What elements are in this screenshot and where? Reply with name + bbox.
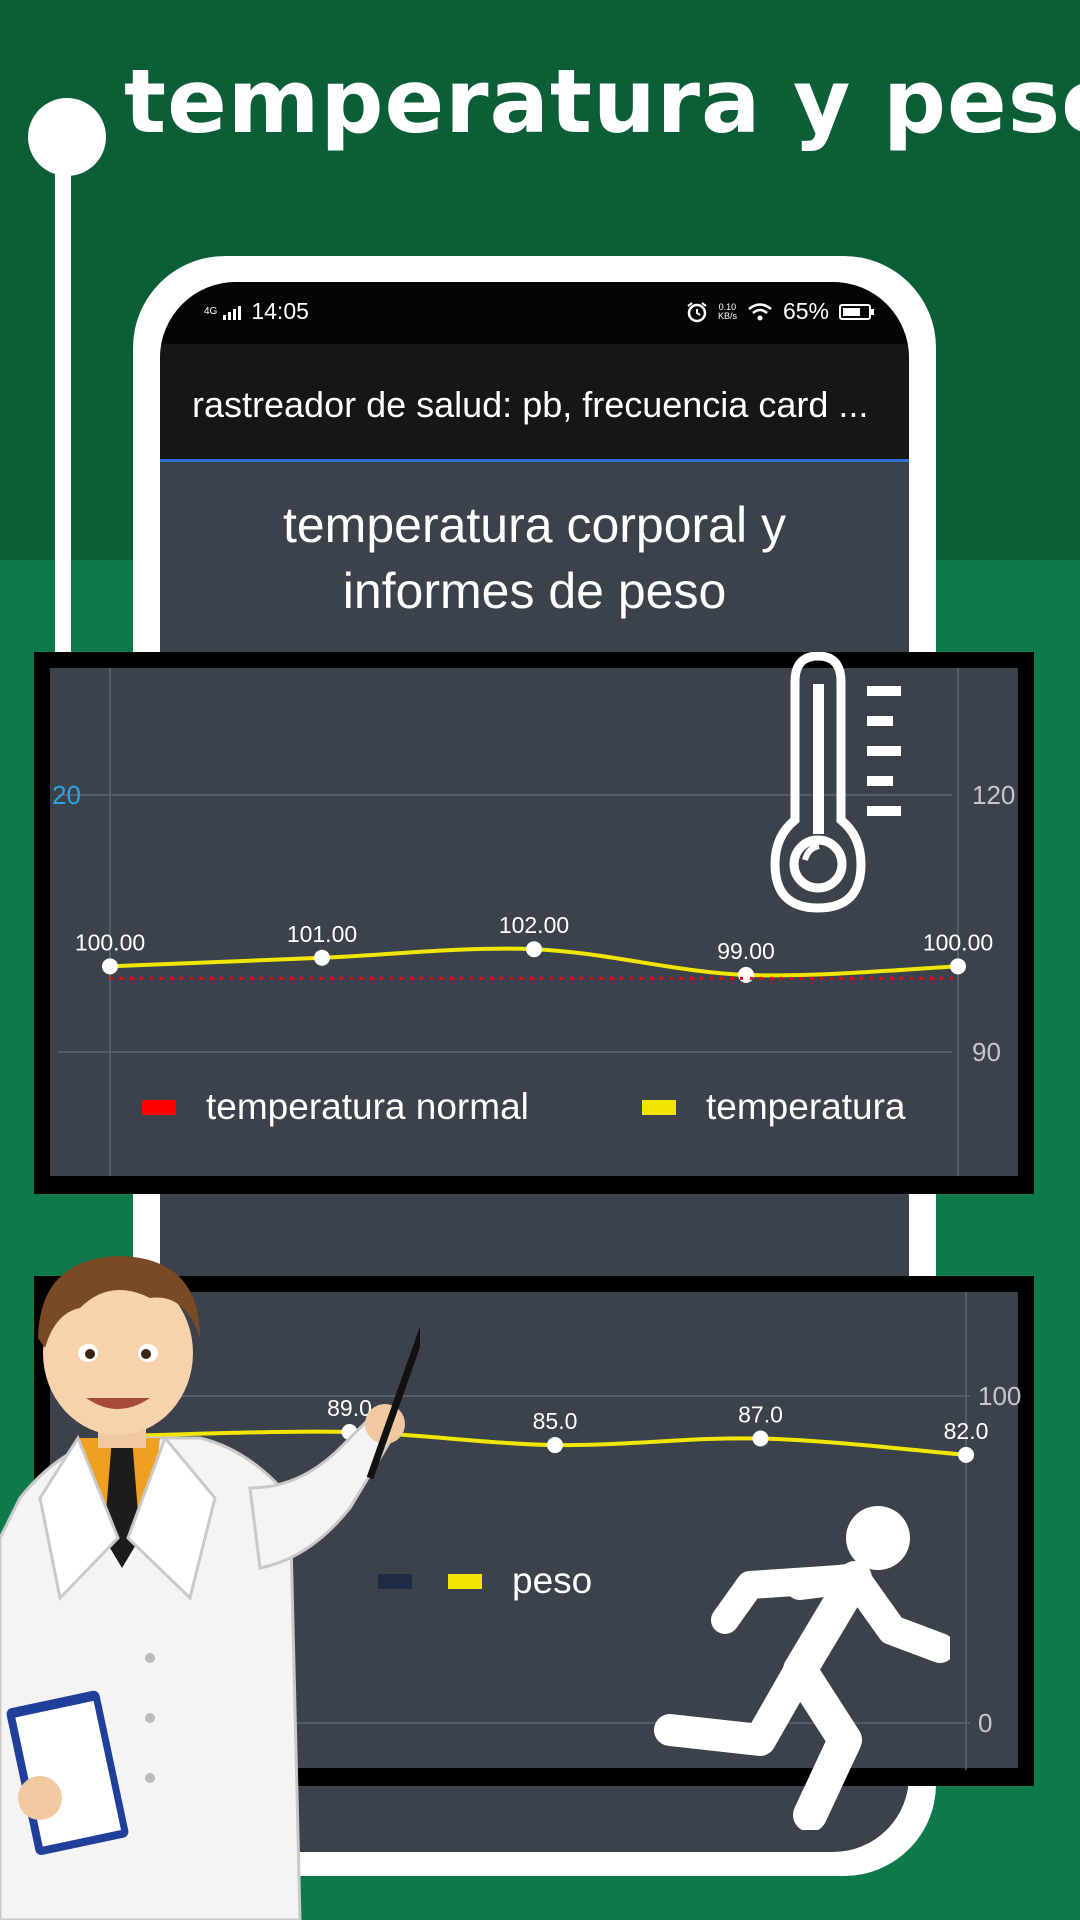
status-bar: 4G 14:05 0.10 KB/s 65% <box>160 282 909 344</box>
data-label: 102.00 <box>499 912 569 938</box>
data-point <box>950 958 966 975</box>
network-speed-unit: KB/s <box>717 310 737 321</box>
battery-percent: 65% <box>782 298 829 324</box>
screen-heading: temperatura corporal y informes de peso <box>160 492 909 624</box>
data-point <box>547 1437 563 1454</box>
thermometer-icon <box>770 652 901 913</box>
legend-label: temperatura normal <box>206 1086 529 1127</box>
data-point <box>314 949 330 966</box>
right-axis-tick: 90 <box>972 1037 1001 1067</box>
data-label: 100.00 <box>75 929 145 955</box>
temperature-chart-panel <box>50 668 1018 1176</box>
legend-label: peso <box>512 1560 593 1601</box>
app-bar: rastreador de salud: pb, frecuencia card… <box>160 344 909 462</box>
legend-item-weight: peso <box>378 1560 592 1602</box>
alarm-icon <box>687 301 707 322</box>
screen-heading-line1: temperatura corporal y <box>282 497 786 553</box>
temperature-chart-card: 120 90 20 100.00 101.00 102.00 99.00 100.00 tem… <box>34 652 1034 1194</box>
status-time: 14:05 <box>251 298 309 324</box>
headline: temperatura y peso <box>124 50 1080 153</box>
data-label: 99.00 <box>717 938 775 964</box>
legend-swatch-red <box>142 1099 176 1115</box>
data-point <box>958 1446 974 1463</box>
temperature-chart: 120 90 20 100.00 101.00 102.00 99.00 100.00 <box>52 668 1015 1176</box>
data-label: 85.0 <box>533 1408 578 1434</box>
data-point <box>102 958 118 975</box>
battery-icon <box>839 303 874 320</box>
data-label: 82.0 <box>944 1418 989 1444</box>
doctor-illustration <box>0 1256 420 1920</box>
data-label: 87.0 <box>738 1402 783 1428</box>
network-type: 4G <box>204 305 218 317</box>
right-axis-tick: 120 <box>972 780 1015 810</box>
data-point <box>752 1430 769 1447</box>
network-speed: 0.10 KB/s <box>717 301 737 321</box>
app-title: rastreador de salud: pb, frecuencia card… <box>192 384 869 425</box>
data-label: 101.00 <box>287 921 357 947</box>
legend-swatch-navy <box>378 1573 412 1589</box>
right-axis-tick: 0 <box>978 1708 992 1738</box>
signal-icon <box>223 304 242 320</box>
legend-label: temperatura <box>706 1086 906 1127</box>
left-axis-tick: 20 <box>52 780 81 810</box>
data-point <box>526 941 542 958</box>
screen-heading-line2: informes de peso <box>342 563 727 619</box>
data-point <box>738 966 754 983</box>
wifi-icon <box>748 302 772 320</box>
running-person-icon <box>654 1506 950 1830</box>
right-axis-tick: 100 <box>978 1381 1021 1411</box>
legend-item-temperatura-normal: temperatura normal <box>142 1086 529 1128</box>
data-label: 100.00 <box>923 929 993 955</box>
decorative-dot <box>28 98 106 176</box>
legend-swatch-yellow <box>642 1099 676 1115</box>
legend-swatch-yellow <box>448 1573 482 1589</box>
network-speed-value: 0.10 <box>718 301 737 312</box>
data-label: 89.0 <box>327 1395 372 1421</box>
legend-item-temperatura: temperatura <box>642 1086 906 1128</box>
